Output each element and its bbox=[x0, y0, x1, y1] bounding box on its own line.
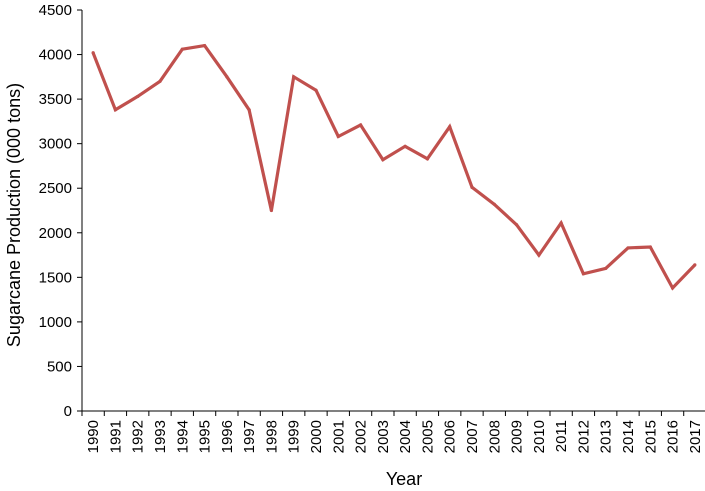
y-tick-label: 1500 bbox=[39, 269, 72, 286]
x-tick-label: 2009 bbox=[509, 420, 526, 453]
y-tick-label: 2000 bbox=[39, 225, 72, 242]
data-point bbox=[648, 245, 652, 249]
x-tick-label: 2005 bbox=[419, 420, 436, 453]
data-point bbox=[336, 134, 340, 139]
x-tick-label: 2010 bbox=[531, 420, 548, 453]
x-tick-label: 2017 bbox=[687, 420, 704, 453]
x-tick-label: 1995 bbox=[197, 420, 214, 453]
y-tick-label: 3000 bbox=[39, 136, 72, 153]
data-point bbox=[381, 158, 385, 162]
data-point bbox=[113, 108, 118, 112]
data-point bbox=[448, 125, 452, 129]
data-point bbox=[537, 253, 541, 257]
data-point bbox=[626, 246, 630, 250]
data-point bbox=[670, 286, 675, 290]
data-point bbox=[202, 44, 207, 48]
x-tick-label: 2003 bbox=[375, 420, 392, 453]
x-tick-label: 1999 bbox=[286, 420, 303, 453]
x-tick-label: 1998 bbox=[263, 420, 280, 453]
data-point bbox=[136, 94, 140, 99]
data-point bbox=[492, 202, 496, 206]
x-tick-label: 2000 bbox=[308, 420, 325, 453]
x-tick-label: 1994 bbox=[174, 420, 191, 453]
x-tick-label: 1990 bbox=[85, 420, 102, 453]
x-tick-label: 2012 bbox=[575, 420, 592, 453]
x-tick-label: 2001 bbox=[330, 420, 347, 453]
x-tick-label: 2004 bbox=[397, 420, 414, 453]
data-point bbox=[91, 51, 95, 55]
x-tick-label: 2007 bbox=[464, 420, 481, 453]
x-tick-label: 1991 bbox=[107, 420, 124, 453]
data-point bbox=[693, 263, 697, 267]
data-point bbox=[403, 144, 407, 148]
x-tick-label: 2015 bbox=[642, 420, 659, 453]
data-point bbox=[358, 123, 363, 127]
y-tick-label: 3500 bbox=[39, 91, 72, 108]
data-point bbox=[292, 75, 296, 79]
series-line bbox=[91, 43, 697, 291]
x-tick-label: 1993 bbox=[152, 420, 169, 453]
data-point bbox=[581, 272, 586, 276]
y-tick-label: 4000 bbox=[39, 47, 72, 64]
x-tick-label: 2011 bbox=[553, 420, 570, 452]
x-tick-label: 1992 bbox=[130, 420, 147, 453]
x-tick-label: 2016 bbox=[665, 420, 682, 453]
data-point bbox=[180, 47, 184, 51]
x-tick-label: 2008 bbox=[486, 420, 503, 453]
data-point bbox=[314, 88, 318, 92]
y-axis: 0 500 1000 1500 2000 2500 3000 3500 4000 4500 bbox=[39, 2, 83, 420]
x-tick-label: 1996 bbox=[219, 420, 236, 453]
y-tick-label: 1000 bbox=[39, 314, 72, 331]
y-tick-label: 500 bbox=[47, 358, 72, 375]
x-tick-label: 2014 bbox=[620, 420, 637, 453]
y-tick-label: 4500 bbox=[39, 2, 72, 19]
series-group bbox=[91, 43, 697, 291]
data-point bbox=[425, 157, 430, 161]
data-point bbox=[514, 223, 519, 227]
data-point bbox=[247, 108, 251, 112]
y-tick-label: 0 bbox=[64, 403, 72, 420]
data-point bbox=[225, 75, 229, 79]
x-axis: 1990 1991 1992 1993 1994 1995 1996 1997 1998 1999… bbox=[81, 410, 705, 453]
x-tick-label: 1997 bbox=[241, 420, 258, 453]
x-tick-label: 2002 bbox=[353, 420, 370, 453]
data-point bbox=[559, 221, 563, 225]
y-axis-title: Sugarcane Production (000 tons) bbox=[4, 83, 24, 347]
data-point bbox=[604, 266, 608, 271]
y-tick-label: 2500 bbox=[39, 180, 72, 197]
data-point bbox=[269, 208, 274, 213]
x-tick-label: 2006 bbox=[442, 420, 459, 453]
x-axis-title: Year bbox=[386, 469, 422, 489]
data-point bbox=[158, 79, 162, 83]
data-point bbox=[470, 185, 474, 189]
x-tick-label: 2013 bbox=[598, 420, 615, 453]
